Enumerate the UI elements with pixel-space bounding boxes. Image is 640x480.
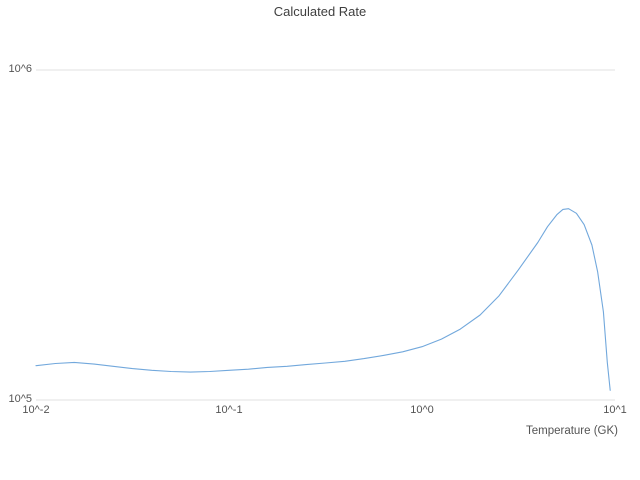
- x-tick-label-10e-2: 10^-2: [22, 404, 50, 416]
- chart-title: Calculated Rate: [273, 4, 367, 19]
- y-tick-label-10e6: 10^6: [8, 63, 32, 75]
- x-tick-label-10e-1: 10^-1: [215, 404, 243, 416]
- rate-curve: [35, 208, 611, 391]
- y-tick-label-10e5: 10^5: [8, 393, 32, 405]
- x-tick-label-10e0: 10^0: [410, 404, 434, 416]
- x-axis-title: Temperature (GK): [525, 425, 618, 437]
- x-tick-label-10e1: 10^1: [603, 404, 627, 416]
